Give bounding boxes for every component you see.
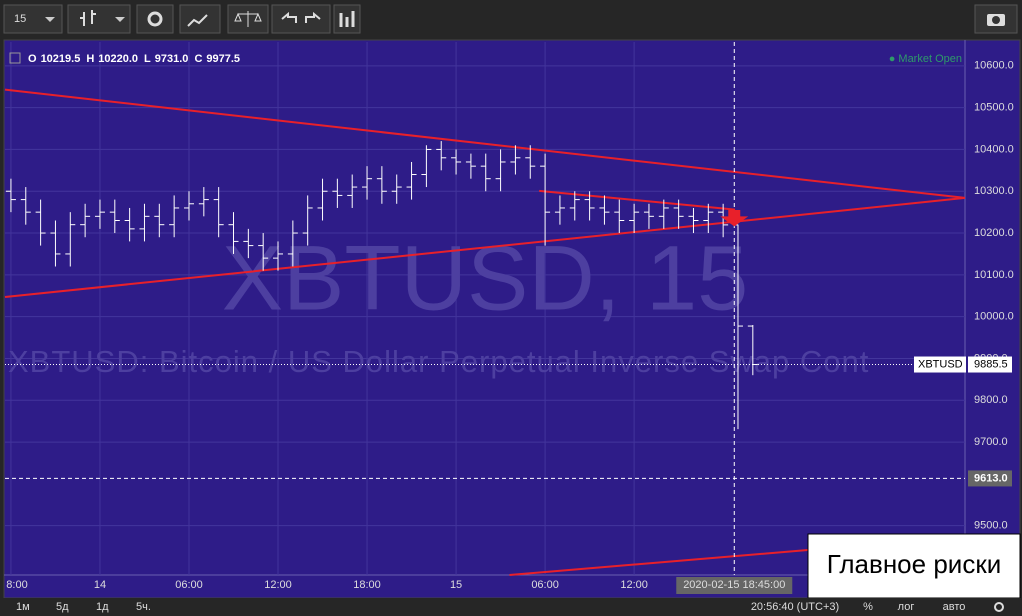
x-tick-label: 06:00: [531, 579, 559, 591]
chart-button[interactable]: [333, 4, 361, 34]
ohlc-legend: O 10219.5 H 10220.0 L 9731.0 C 9977.5: [28, 53, 240, 65]
price-name-box: [914, 356, 966, 373]
cursor-label-box: [676, 577, 793, 594]
chart-area: [3, 39, 1021, 599]
dropdown-arrow: [45, 17, 55, 22]
trend-line: [509, 548, 810, 576]
legend-key: O: [28, 53, 37, 65]
collapse-box[interactable]: [9, 52, 21, 64]
bottom-bar: [0, 598, 1022, 616]
y-tick-label: 10200.0: [974, 227, 1014, 239]
y-tick-label: 10500.0: [974, 102, 1014, 114]
y-tick-label: 10000.0: [974, 311, 1014, 323]
x-tick-label: 12:00: [620, 579, 648, 591]
chart-icon: [339, 11, 355, 27]
auto-toggle[interactable]: авто: [943, 601, 966, 613]
legend-value: 9731.0: [155, 53, 189, 65]
range-button[interactable]: 5д: [56, 601, 69, 613]
cross-label: 9613.0: [974, 472, 1008, 484]
legend-key: C: [194, 53, 202, 65]
range-button[interactable]: 1д: [96, 601, 109, 613]
settings-icon[interactable]: [994, 602, 1004, 612]
y-tick-label: 9800.0: [974, 394, 1008, 406]
annotation: Главное риски: [827, 549, 1001, 579]
indicators-button[interactable]: [179, 4, 221, 34]
gear-icon: [147, 11, 163, 27]
y-tick-label: 10300.0: [974, 185, 1014, 197]
log-toggle[interactable]: лог: [898, 601, 915, 613]
down-arrow: [720, 210, 749, 227]
bottom-controls: 1м 5д 1д 5ч.: [16, 601, 151, 613]
range-button[interactable]: 1м: [16, 601, 30, 613]
price-name: XBTUSD: [918, 358, 963, 370]
undo-redo[interactable]: [271, 4, 331, 34]
x-tick-label: 14: [94, 579, 106, 591]
indicators-icon: [187, 14, 208, 27]
scales-icon: [234, 11, 262, 27]
watermark-title: XBTUSD, 15: [222, 227, 749, 329]
undo-icon: [281, 11, 321, 23]
legend-value: 10219.5: [41, 53, 81, 65]
interval-button[interactable]: [3, 4, 63, 34]
y-tick-label: 9700.0: [974, 436, 1008, 448]
dropdown-arrow: [115, 17, 125, 22]
market-status: ● Market Open: [889, 53, 962, 65]
legend-key: H: [86, 53, 94, 65]
trend-line: [539, 189, 736, 211]
trend-line: [4, 196, 966, 298]
price-label: 9885.5: [974, 358, 1008, 370]
legend-value: 10220.0: [98, 53, 138, 65]
y-tick-label: 10100.0: [974, 269, 1014, 281]
settings-button[interactable]: [136, 4, 174, 34]
y-tick-label: 10600.0: [974, 60, 1014, 72]
price-label-box: [968, 356, 1012, 373]
x-tick-label: 15: [450, 579, 462, 591]
interval: 15: [14, 13, 26, 25]
trend-line: [4, 88, 966, 199]
x-tick-label: 8:00: [6, 579, 27, 591]
percent-toggle[interactable]: %: [863, 601, 873, 613]
watermark-subtitle: XBTUSD: Bitcoin / US Dollar Perpetual In…: [8, 344, 869, 379]
cursor-label: 2020-02-15 18:45:00: [683, 579, 785, 591]
legend-value: 9977.5: [206, 53, 240, 65]
camera-lens: [992, 16, 1000, 24]
x-tick-label: 12:00: [264, 579, 292, 591]
x-tick-label: 18:00: [353, 579, 381, 591]
legend-key: L: [144, 53, 151, 65]
cross-label-box: [968, 470, 1012, 487]
plot: [4, 42, 966, 576]
bars-icon: [80, 10, 96, 26]
y-tick-label: 10400.0: [974, 143, 1014, 155]
clock: 20:56:40 (UTC+3): [751, 601, 839, 613]
grid: [5, 42, 965, 575]
y-tick-label: 9500.0: [974, 520, 1008, 532]
annotation-box: [807, 533, 1021, 599]
range-button[interactable]: 5ч.: [136, 601, 151, 613]
x-tick-label: 06:00: [175, 579, 203, 591]
watermark: XBTUSD, 15 XBTUSD: Bitcoin / US Dollar P…: [8, 227, 869, 379]
